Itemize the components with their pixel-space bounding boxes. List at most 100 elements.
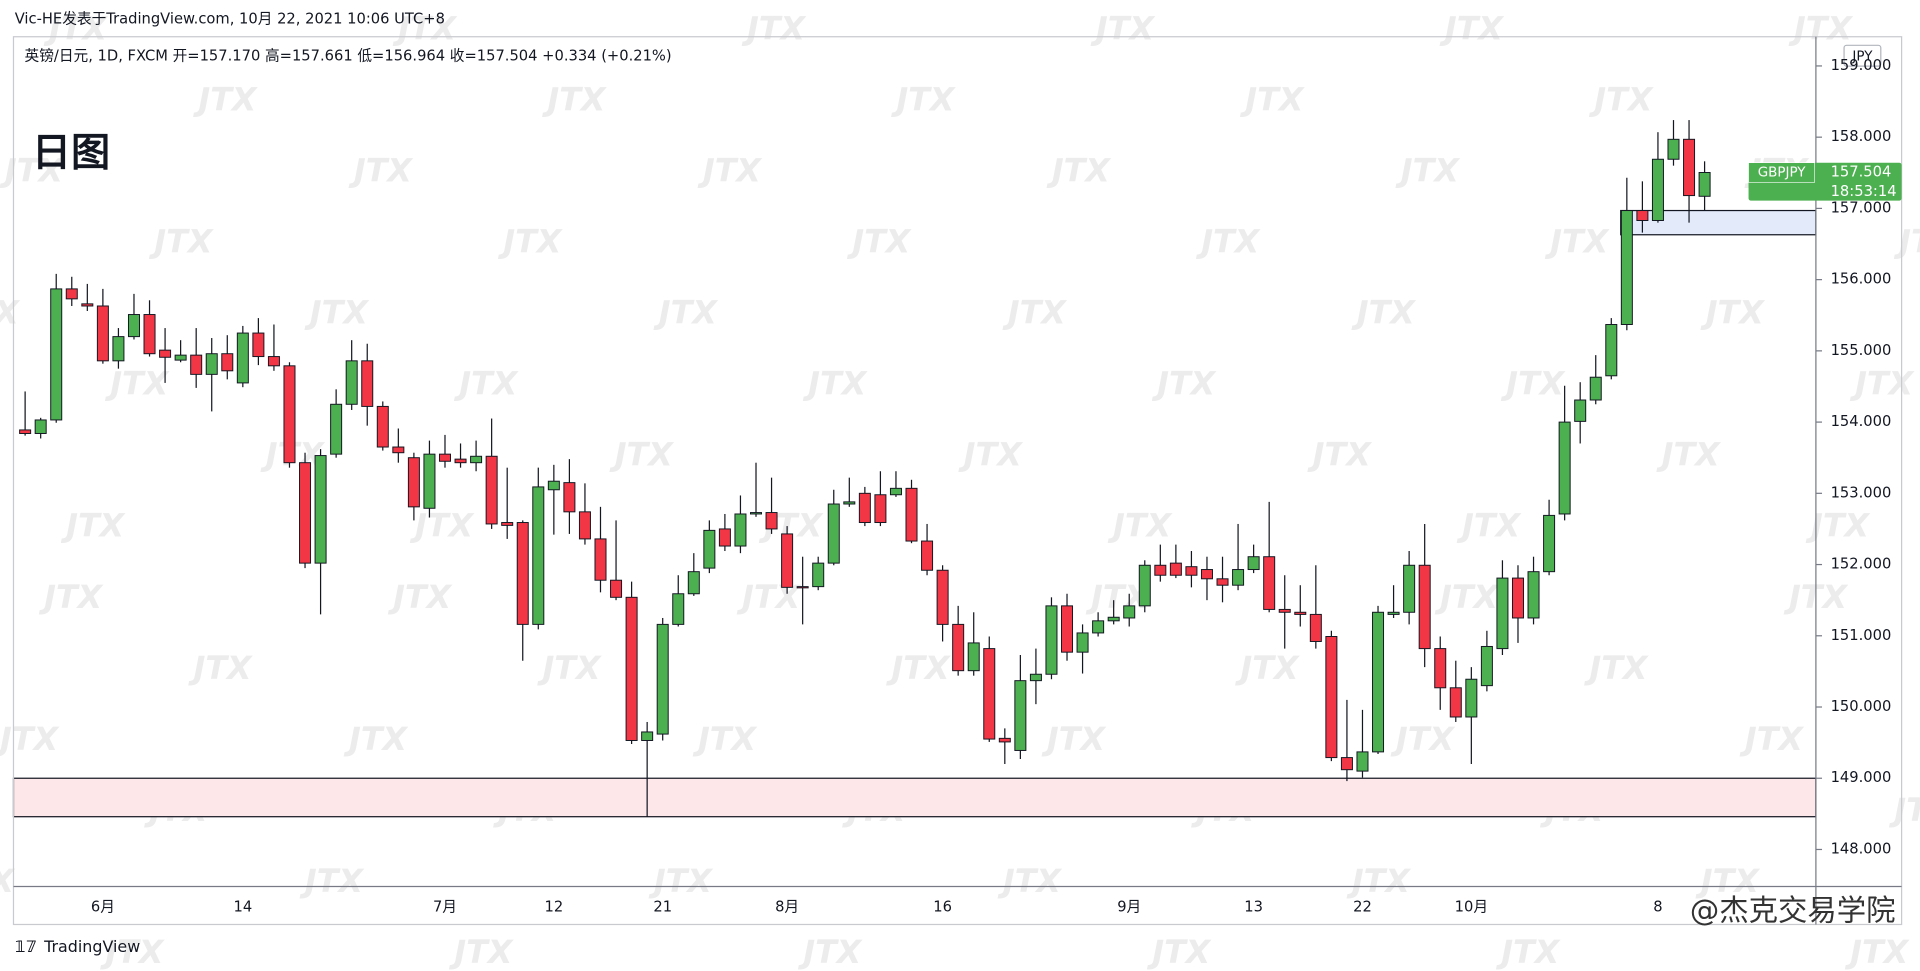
candle-body xyxy=(34,419,47,434)
candle-body xyxy=(1465,678,1478,718)
x-tick-label: 8月 xyxy=(775,898,799,915)
candle-body xyxy=(1309,613,1322,642)
candle-body xyxy=(283,365,296,464)
candle-body xyxy=(299,462,312,564)
candle-body xyxy=(252,332,265,358)
candle-body xyxy=(936,569,949,625)
candle-body xyxy=(827,503,840,564)
candle-body xyxy=(594,538,607,581)
y-tick-label: 153.000 xyxy=(1831,484,1892,501)
candle-body xyxy=(1558,421,1571,515)
candle-body xyxy=(718,528,731,547)
watermark: JTX xyxy=(797,933,863,971)
candle-body xyxy=(687,571,700,595)
candle-body xyxy=(967,642,980,672)
y-tick-label: 148.000 xyxy=(1831,840,1892,857)
x-tick-label: 7月 xyxy=(433,898,457,915)
candle-body xyxy=(796,586,809,589)
candle-body xyxy=(1092,620,1105,634)
symbol-label: GBPJPY xyxy=(1758,165,1807,180)
candle-body xyxy=(330,403,343,455)
candle-body xyxy=(1418,564,1431,650)
last-price: 157.504 xyxy=(1831,163,1892,180)
candle-body xyxy=(19,429,32,434)
currency: JPY xyxy=(1851,49,1873,64)
x-tick-label: 10月 xyxy=(1455,898,1488,915)
watermark: JTX xyxy=(1046,152,1112,190)
watermark: JTX xyxy=(1146,933,1212,971)
watermark: JTX xyxy=(1002,294,1068,332)
watermark: JTX xyxy=(1588,81,1654,119)
watermark: JTX xyxy=(536,649,602,687)
candle-body xyxy=(174,354,187,361)
watermark: JTX xyxy=(148,223,214,261)
watermark: JTX xyxy=(187,649,253,687)
candle-body xyxy=(65,288,78,300)
candle-body xyxy=(267,356,280,367)
watermark: JTX xyxy=(299,862,365,900)
watermark: JTX xyxy=(890,81,956,119)
candle-body xyxy=(1200,569,1213,580)
x-tick-label: 6月 xyxy=(91,898,115,915)
watermark: JTX xyxy=(38,578,104,616)
candle-body xyxy=(1667,138,1680,160)
watermark: JTX xyxy=(304,294,370,332)
candle-body xyxy=(1076,632,1089,653)
y-tick-label: 149.000 xyxy=(1831,769,1892,786)
x-tick-label: 12 xyxy=(544,898,563,915)
candle-body xyxy=(1636,210,1649,221)
watermark: JTX xyxy=(1888,791,1920,829)
watermark: JTX xyxy=(409,507,475,545)
watermark: JTX xyxy=(1439,10,1505,48)
watermark: JTX xyxy=(43,10,109,48)
watermark: JTX xyxy=(497,223,563,261)
currency-badge xyxy=(1843,44,1882,67)
watermark: JTX xyxy=(1041,720,1107,758)
candle-body xyxy=(470,455,483,464)
watermark: JTX xyxy=(104,365,170,403)
candle-body xyxy=(889,487,902,496)
watermark: JTX xyxy=(609,436,675,474)
symbol-tag xyxy=(1748,162,1815,183)
candle-body xyxy=(1154,564,1167,576)
candle-body xyxy=(143,314,156,355)
candle-body xyxy=(1216,578,1229,586)
candle-body xyxy=(1683,138,1696,197)
watermark: JTX xyxy=(997,862,1063,900)
candle-body xyxy=(1698,172,1711,197)
candle-body xyxy=(423,453,436,509)
candle-body xyxy=(361,360,374,407)
watermark: JTX xyxy=(60,507,126,545)
watermark: JTX xyxy=(1107,507,1173,545)
candle-body xyxy=(1278,608,1291,613)
candle-body xyxy=(1169,562,1182,576)
plot xyxy=(12,120,1817,818)
candle-body xyxy=(345,360,358,405)
y-tick-label: 157.000 xyxy=(1831,199,1892,216)
watermark: JTX xyxy=(1544,223,1610,261)
watermark: JTX xyxy=(692,720,758,758)
candle-body xyxy=(1029,673,1042,682)
candle-body xyxy=(236,332,249,384)
watermark: JTX xyxy=(846,223,912,261)
watermark: JTX xyxy=(1495,933,1561,971)
candle-body xyxy=(750,512,763,515)
candle-body xyxy=(1651,158,1664,221)
candle-body xyxy=(1061,605,1074,653)
candle-body xyxy=(1325,636,1338,759)
candle-body xyxy=(205,353,218,375)
y-tick-label: 158.000 xyxy=(1831,128,1892,145)
watermark: JTX xyxy=(1695,862,1761,900)
candle-body xyxy=(1434,648,1447,689)
watermark: JTX xyxy=(741,10,807,48)
candle-body xyxy=(112,336,125,362)
candle-body xyxy=(1403,564,1416,613)
candle-body xyxy=(1247,556,1260,571)
watermark: JTX xyxy=(1700,294,1766,332)
candle-body xyxy=(1543,514,1556,573)
candle-body xyxy=(1387,611,1400,615)
watermark: JTX xyxy=(1788,10,1854,48)
candle-body xyxy=(1014,680,1027,751)
candle-body xyxy=(781,533,794,588)
watermark: JTX xyxy=(1434,578,1500,616)
